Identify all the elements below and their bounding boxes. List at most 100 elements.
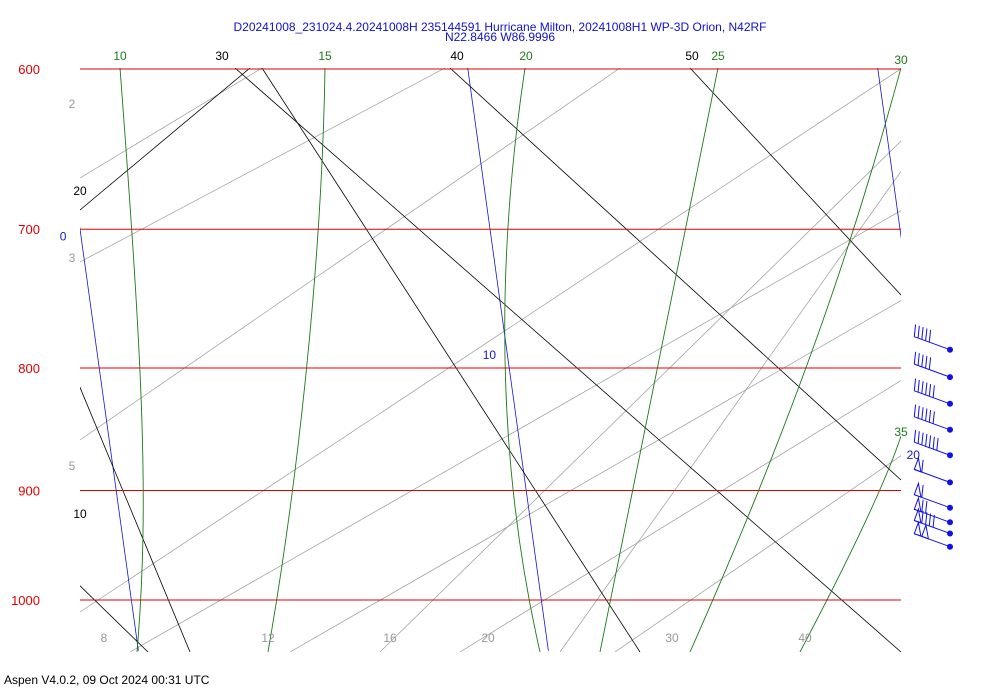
dry-adiabat-label-50: 50: [685, 49, 699, 63]
wind-feather: [921, 354, 924, 367]
wind-feather: [925, 408, 928, 421]
isobar-label-700: 700: [18, 222, 40, 237]
moist-adiabat-label-15: 15: [318, 49, 332, 63]
wind-feather: [921, 510, 924, 524]
isotherm-0: [80, 226, 139, 651]
x-tick-label-30: 30: [665, 631, 679, 645]
dry-adiabat-5: [449, 68, 901, 481]
mixing-ratio-line-4: [129, 210, 901, 652]
wind-barb-4: [913, 429, 953, 459]
wind-feather: [913, 378, 917, 391]
mixing-ratio-line-2: [80, 68, 621, 441]
x-tick-label-40: 40: [798, 631, 812, 645]
isobar-label-800: 800: [18, 361, 40, 376]
wind-barb-dot: [947, 452, 953, 459]
moist-adiabat-2: [504, 68, 541, 652]
wind-barb-staff: [914, 363, 951, 378]
dry-adiabat-lines: [80, 68, 901, 652]
wind-pennant: [913, 507, 922, 524]
wind-barb-9: [913, 520, 953, 550]
wind-barb-7: [913, 496, 953, 526]
wind-feather: [917, 405, 920, 419]
wind-barb-dot: [947, 543, 953, 550]
x-tick-label-20: 20: [481, 631, 495, 645]
mixing-ratio-label-3: 3: [69, 251, 76, 265]
mixing-ratio-label-16: 16: [383, 631, 397, 645]
wind-feather: [928, 435, 932, 448]
wind-pennant: [913, 496, 922, 513]
wind-feather: [932, 385, 935, 398]
isotherm-lines: [80, 68, 901, 651]
mixing-ratio-line-0: [80, 68, 263, 179]
moist-adiabat-5: [799, 435, 901, 652]
moist-adiabat-1: [267, 68, 326, 652]
wind-feather: [928, 513, 932, 526]
wind-barb-dot: [947, 400, 953, 407]
wind-feather: [921, 327, 924, 340]
mixing-ratio-label-5: 5: [69, 459, 76, 473]
wind-barb-staff: [914, 441, 951, 456]
wind-barb-5: [913, 456, 953, 486]
wind-feather: [913, 429, 917, 443]
axis-labels: 6007008009001000-10010203010203040501015…: [11, 49, 921, 645]
isotherm-label-20: 20: [907, 448, 921, 462]
mixing-ratio-label-2: 2: [69, 97, 76, 111]
moist-adiabat-label-35: 35: [894, 425, 908, 439]
wind-barb-dot: [947, 374, 953, 381]
wind-barb-6: [913, 481, 953, 511]
dry-adiabat-label-20: 20: [73, 184, 87, 198]
dry-adiabat-0: [80, 386, 191, 652]
wind-pennant: [913, 520, 922, 537]
wind-feather: [936, 438, 939, 451]
mixing-ratio-line-6: [459, 380, 901, 652]
wind-barb-dot: [947, 504, 953, 511]
wind-barb-dot: [947, 519, 953, 526]
moist-adiabat-0: [119, 68, 144, 652]
wind-feather: [913, 404, 917, 417]
dry-adiabat-2: [261, 68, 641, 652]
mixing-ratio-line-8: [379, 140, 901, 652]
wind-barb-dot: [947, 346, 953, 353]
wind-feather: [928, 383, 932, 397]
isotherm-10: [467, 68, 549, 651]
wind-feather: [932, 436, 935, 450]
wind-feather: [917, 353, 920, 366]
wind-barb-dot: [947, 426, 953, 433]
wind-barb-1: [913, 351, 953, 381]
moist-adiabat-label-25: 25: [711, 49, 725, 63]
moist-adiabat-lines: [119, 68, 901, 652]
wind-barb-dot: [947, 530, 953, 537]
wind-feather: [925, 433, 928, 447]
wind-barb-8: [913, 507, 953, 537]
moist-adiabat-label-30: 30: [894, 53, 908, 67]
wind-feather: [928, 357, 932, 370]
isotherm-label-0: 0: [60, 230, 67, 244]
wind-barb-staff: [914, 336, 951, 351]
isobar-label-600: 600: [18, 62, 40, 77]
moist-adiabat-label-10: 10: [113, 49, 127, 63]
moist-adiabat-3: [599, 68, 719, 652]
isotherm-20: [877, 68, 901, 240]
wind-feather: [913, 324, 917, 337]
isobar-label-900: 900: [18, 483, 40, 498]
dry-adiabat-label-10: 10: [73, 507, 87, 521]
mixing-ratio-line-5: [289, 300, 901, 652]
dry-adiabat-label-40: 40: [450, 49, 464, 63]
wind-feather: [917, 431, 920, 444]
mixing-ratio-lines: [80, 68, 901, 652]
dry-adiabat-3: [234, 68, 901, 652]
mixing-ratio-line-3: [80, 68, 901, 613]
wind-feather: [913, 351, 917, 365]
moist-adiabat-label-20: 20: [519, 49, 533, 63]
wind-feather: [917, 379, 920, 393]
isotherm-label-10: 10: [483, 348, 497, 362]
mixing-ratio-label-12: 12: [261, 631, 275, 645]
dry-adiabat-4: [80, 68, 251, 211]
chart-title: D20241008_231024.4.20241008H 235144591 H…: [233, 20, 767, 34]
wind-pennant: [921, 523, 930, 540]
wind-feather: [921, 407, 924, 420]
dry-adiabat-label-30: 30: [215, 49, 229, 63]
isobar-label-1000: 1000: [11, 593, 40, 608]
dry-adiabat-1: [80, 585, 149, 652]
